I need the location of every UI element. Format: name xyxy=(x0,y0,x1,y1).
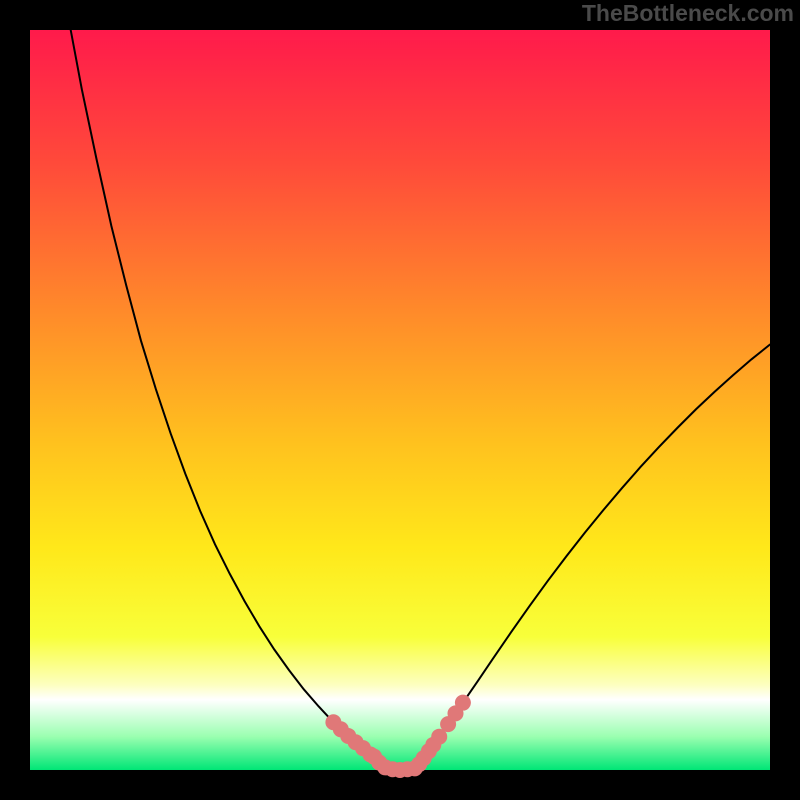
bottleneck-chart xyxy=(0,0,800,800)
watermark-text: TheBottleneck.com xyxy=(582,0,794,27)
curve-marker xyxy=(455,695,471,711)
plot-area xyxy=(30,30,770,770)
